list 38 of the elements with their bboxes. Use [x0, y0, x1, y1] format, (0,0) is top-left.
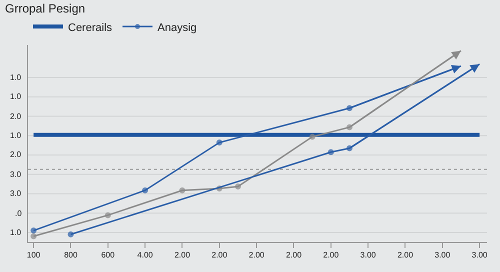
x-tick-label: 2.00 [323, 250, 340, 260]
x-tick-label: 2.00 [248, 250, 265, 260]
x-tick-label: 600 [101, 250, 116, 260]
text: 1.0 [10, 73, 22, 82]
text: 1.0 [10, 92, 22, 101]
point [234, 184, 241, 190]
text: 3.0 [10, 189, 22, 198]
x-tick-label: 2.00 [397, 250, 414, 260]
x-tick-label: 2.00 [212, 250, 228, 260]
chart-title: Grropal Pesign [5, 1, 86, 16]
x-tick-label: 3.00 [434, 250, 451, 260]
text: 3.0 [10, 170, 22, 179]
point [328, 149, 334, 156]
point [30, 233, 37, 240]
x-tick-label: 100 [26, 250, 41, 260]
x-tick-label: 3.00 [472, 250, 488, 260]
text: 1.0 [10, 131, 22, 140]
text: 2.0 [10, 150, 22, 159]
text: 1.0 [10, 228, 22, 237]
point [30, 228, 37, 234]
point [179, 187, 186, 194]
x-tick-label: 800 [64, 250, 78, 260]
x-tick-label: 4.00 [137, 250, 154, 260]
point [346, 145, 352, 152]
x-tick-label: 2.00 [286, 250, 302, 260]
point [68, 231, 74, 238]
point [346, 105, 352, 112]
point [142, 187, 148, 194]
point [346, 124, 352, 130]
point [309, 134, 316, 140]
legend-label: Cererails [68, 22, 113, 34]
point [104, 212, 111, 218]
text: 2.0 [10, 112, 22, 121]
text: .0 [15, 209, 22, 218]
legend-label: Anaysig [158, 22, 197, 34]
x-tick-label: 3.00 [360, 250, 376, 260]
point [216, 140, 222, 146]
x-tick-label: 2.00 [174, 250, 191, 260]
